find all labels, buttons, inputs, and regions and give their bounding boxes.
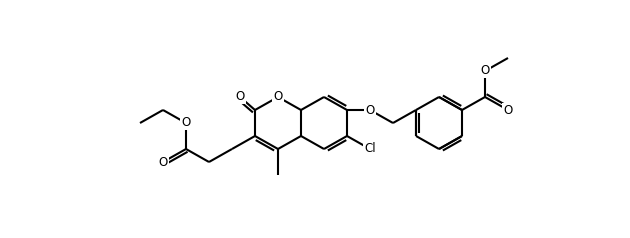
Text: O: O: [365, 104, 375, 116]
Text: O: O: [503, 104, 513, 116]
Text: Cl: Cl: [364, 143, 376, 155]
Text: O: O: [273, 90, 283, 104]
Text: O: O: [236, 90, 244, 104]
Text: O: O: [181, 116, 191, 129]
Text: O: O: [480, 64, 490, 78]
Text: O: O: [158, 155, 168, 169]
